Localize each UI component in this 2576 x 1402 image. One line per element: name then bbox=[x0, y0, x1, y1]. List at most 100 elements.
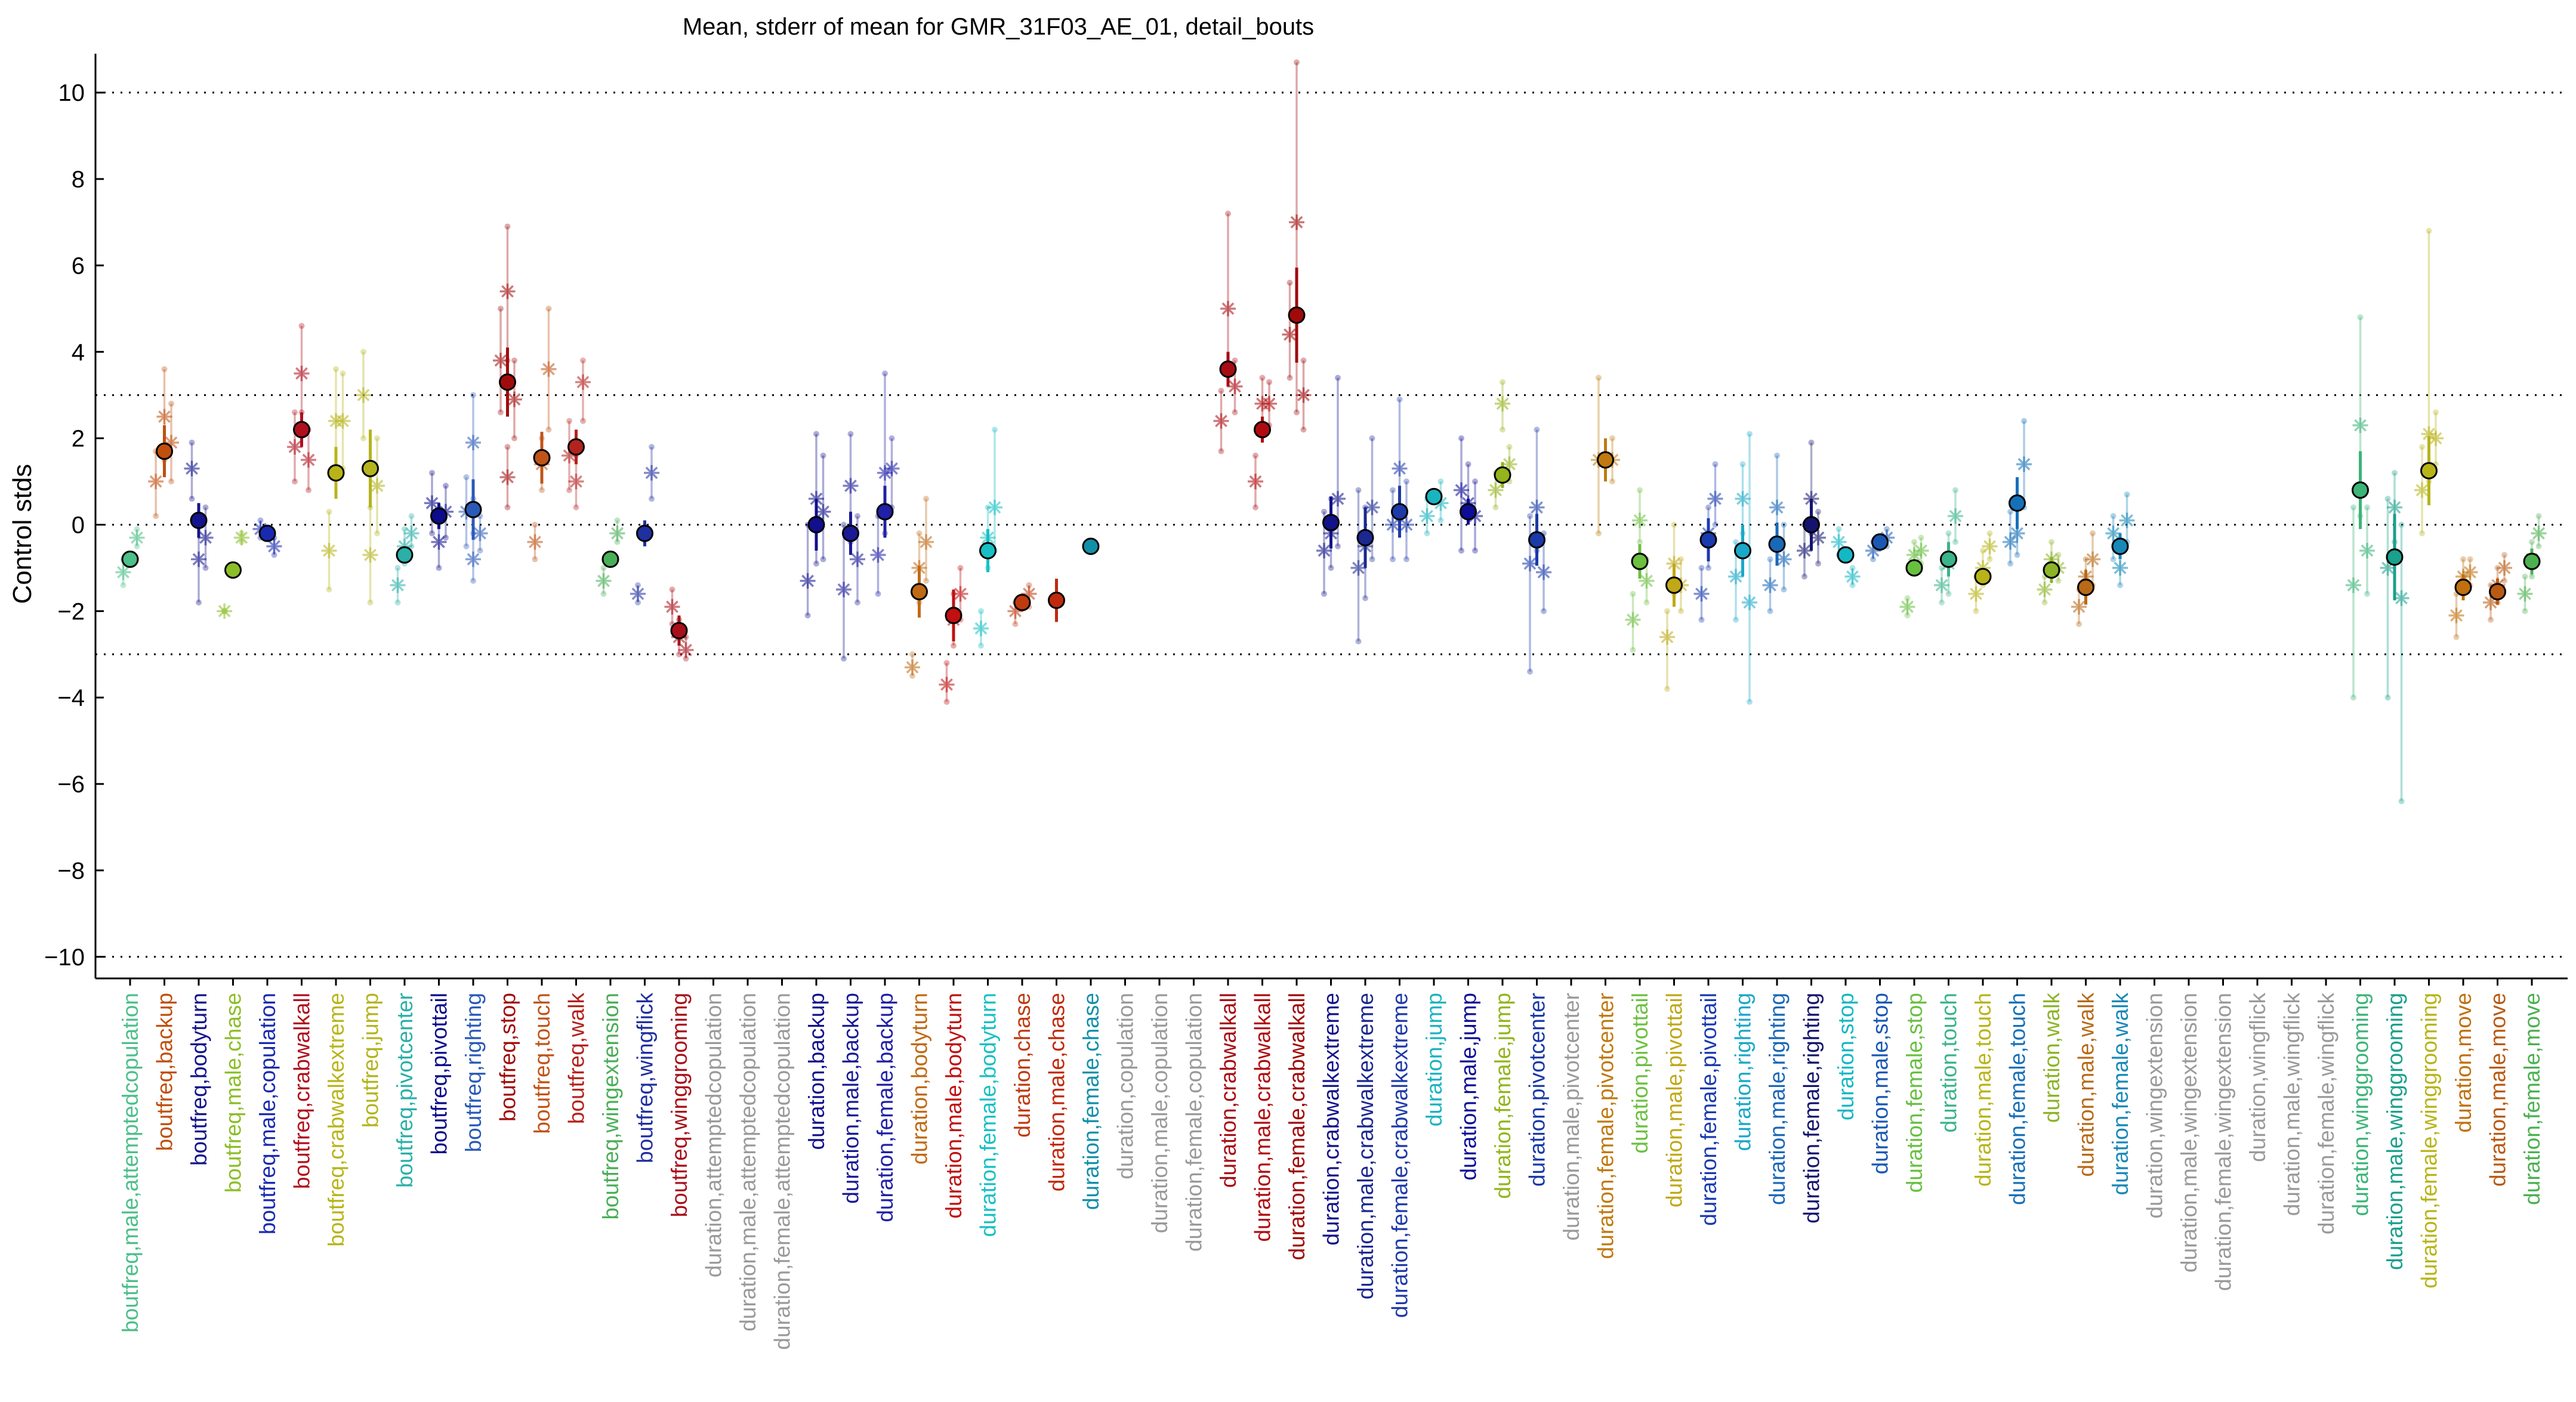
mean-marker bbox=[2009, 494, 2026, 512]
replicate-end bbox=[683, 656, 689, 662]
replicate-end bbox=[2117, 582, 2123, 588]
replicate-marker bbox=[1488, 482, 1504, 498]
replicate-end bbox=[511, 435, 517, 441]
replicate-end bbox=[1911, 539, 1917, 545]
replicate-marker bbox=[1797, 542, 1812, 558]
replicate-marker bbox=[1728, 569, 1744, 585]
x-category-label: duration,bodyturn bbox=[908, 993, 932, 1165]
replicate-marker bbox=[287, 439, 303, 455]
replicate-end bbox=[436, 564, 442, 571]
replicate-end bbox=[298, 323, 305, 329]
replicate-marker bbox=[2085, 551, 2100, 567]
replicate-end bbox=[2522, 573, 2528, 580]
replicate-marker bbox=[952, 586, 968, 602]
replicate-marker bbox=[905, 659, 920, 675]
x-category-label: duration,chase bbox=[1010, 993, 1035, 1138]
y-tick-label: 6 bbox=[72, 253, 85, 279]
replicate-end bbox=[2350, 504, 2356, 511]
replicate-marker bbox=[129, 530, 145, 546]
replicate-marker bbox=[1934, 577, 1949, 593]
replicate-marker bbox=[836, 582, 852, 598]
replicate-end bbox=[1335, 543, 1341, 549]
mean-marker bbox=[1013, 594, 1031, 612]
replicate-end bbox=[2055, 552, 2062, 558]
x-category-label: duration,male,backup bbox=[839, 993, 863, 1204]
mean-marker bbox=[1940, 550, 1957, 568]
replicate-marker bbox=[115, 564, 131, 580]
replicate-end bbox=[1678, 556, 1684, 563]
replicate-end bbox=[1321, 508, 1327, 515]
replicate-end bbox=[1218, 387, 1224, 394]
replicate-end bbox=[2433, 409, 2439, 416]
replicate-marker bbox=[1350, 560, 1366, 576]
replicate-end bbox=[1609, 478, 1615, 485]
replicate-end bbox=[1465, 461, 1471, 468]
replicate-end bbox=[1396, 396, 1403, 403]
x-category-label: duration,male,walk bbox=[2074, 993, 2099, 1177]
mean-marker bbox=[224, 561, 242, 579]
replicate-end bbox=[2501, 552, 2507, 558]
replicate-marker bbox=[1385, 517, 1400, 533]
replicate-marker bbox=[1330, 491, 1346, 507]
mean-marker bbox=[327, 464, 345, 482]
replicate-marker bbox=[217, 603, 233, 619]
replicate-marker bbox=[2531, 525, 2547, 541]
mean-marker bbox=[499, 373, 516, 391]
replicate-end bbox=[360, 348, 366, 355]
replicate-end bbox=[2364, 591, 2370, 597]
category-labels: boutfreq,male,attemptedcopulation boutfre… bbox=[118, 978, 2544, 1350]
replicate-marker bbox=[1707, 491, 1723, 507]
replicate-end bbox=[2110, 556, 2117, 563]
replicate-end bbox=[804, 612, 811, 619]
replicate-end bbox=[1266, 379, 1272, 385]
x-category-label: boutfreq,winggrooming bbox=[667, 993, 692, 1217]
replicate-end bbox=[1390, 487, 1396, 493]
x-category-label: duration,pivottail bbox=[1628, 993, 1652, 1153]
replicate-marker bbox=[390, 577, 406, 593]
replicate-end bbox=[820, 452, 826, 459]
replicate-end bbox=[1403, 556, 1409, 563]
replicate-end bbox=[189, 439, 195, 446]
replicate-end bbox=[676, 651, 682, 657]
mean-marker bbox=[1871, 533, 1889, 551]
replicate-end bbox=[820, 556, 826, 563]
replicate-marker bbox=[2387, 499, 2402, 515]
x-category-label: duration,righting bbox=[1731, 993, 1756, 1151]
replicate-end bbox=[951, 643, 957, 649]
y-axis-label: Control stds bbox=[8, 464, 37, 604]
replicate-marker bbox=[507, 391, 522, 407]
replicate-end bbox=[326, 508, 332, 515]
replicate-end bbox=[1500, 427, 1506, 433]
replicate-end bbox=[1884, 526, 1890, 532]
x-category-label: duration,female,backup bbox=[873, 993, 897, 1222]
mean-marker bbox=[670, 622, 688, 640]
replicate-marker bbox=[233, 530, 249, 546]
replicate-end bbox=[1437, 517, 1444, 524]
replicate-end bbox=[326, 586, 332, 593]
replicate-marker bbox=[1776, 551, 1792, 567]
replicate-marker bbox=[499, 283, 516, 299]
replicate-end bbox=[1287, 279, 1293, 286]
replicate-end bbox=[909, 672, 915, 679]
replicate-end bbox=[1712, 461, 1719, 468]
replicate-end bbox=[854, 513, 860, 519]
mean-marker bbox=[842, 524, 859, 542]
replicate-end bbox=[2398, 798, 2405, 805]
x-category-label: boutfreq,jump bbox=[359, 993, 383, 1128]
y-tick-label: 8 bbox=[72, 166, 85, 193]
replicate-end bbox=[1747, 431, 1753, 437]
replicate-end bbox=[134, 526, 140, 532]
replicate-marker bbox=[2414, 482, 2430, 498]
mean-marker bbox=[601, 550, 619, 568]
x-category-label: duration,male,wingextension bbox=[2177, 993, 2201, 1273]
x-category-label: duration,female,chase bbox=[1079, 993, 1103, 1210]
replicate-marker bbox=[2016, 456, 2032, 473]
replicate-end bbox=[532, 521, 538, 528]
replicate-end bbox=[923, 496, 929, 502]
replicate-end bbox=[1952, 487, 1958, 493]
replicate-end bbox=[1424, 530, 1430, 536]
replicate-marker bbox=[2003, 534, 2018, 550]
replicate-end bbox=[1506, 444, 1513, 450]
replicate-end bbox=[2419, 530, 2425, 536]
x-category-label: duration,wingflick bbox=[2245, 993, 2270, 1162]
